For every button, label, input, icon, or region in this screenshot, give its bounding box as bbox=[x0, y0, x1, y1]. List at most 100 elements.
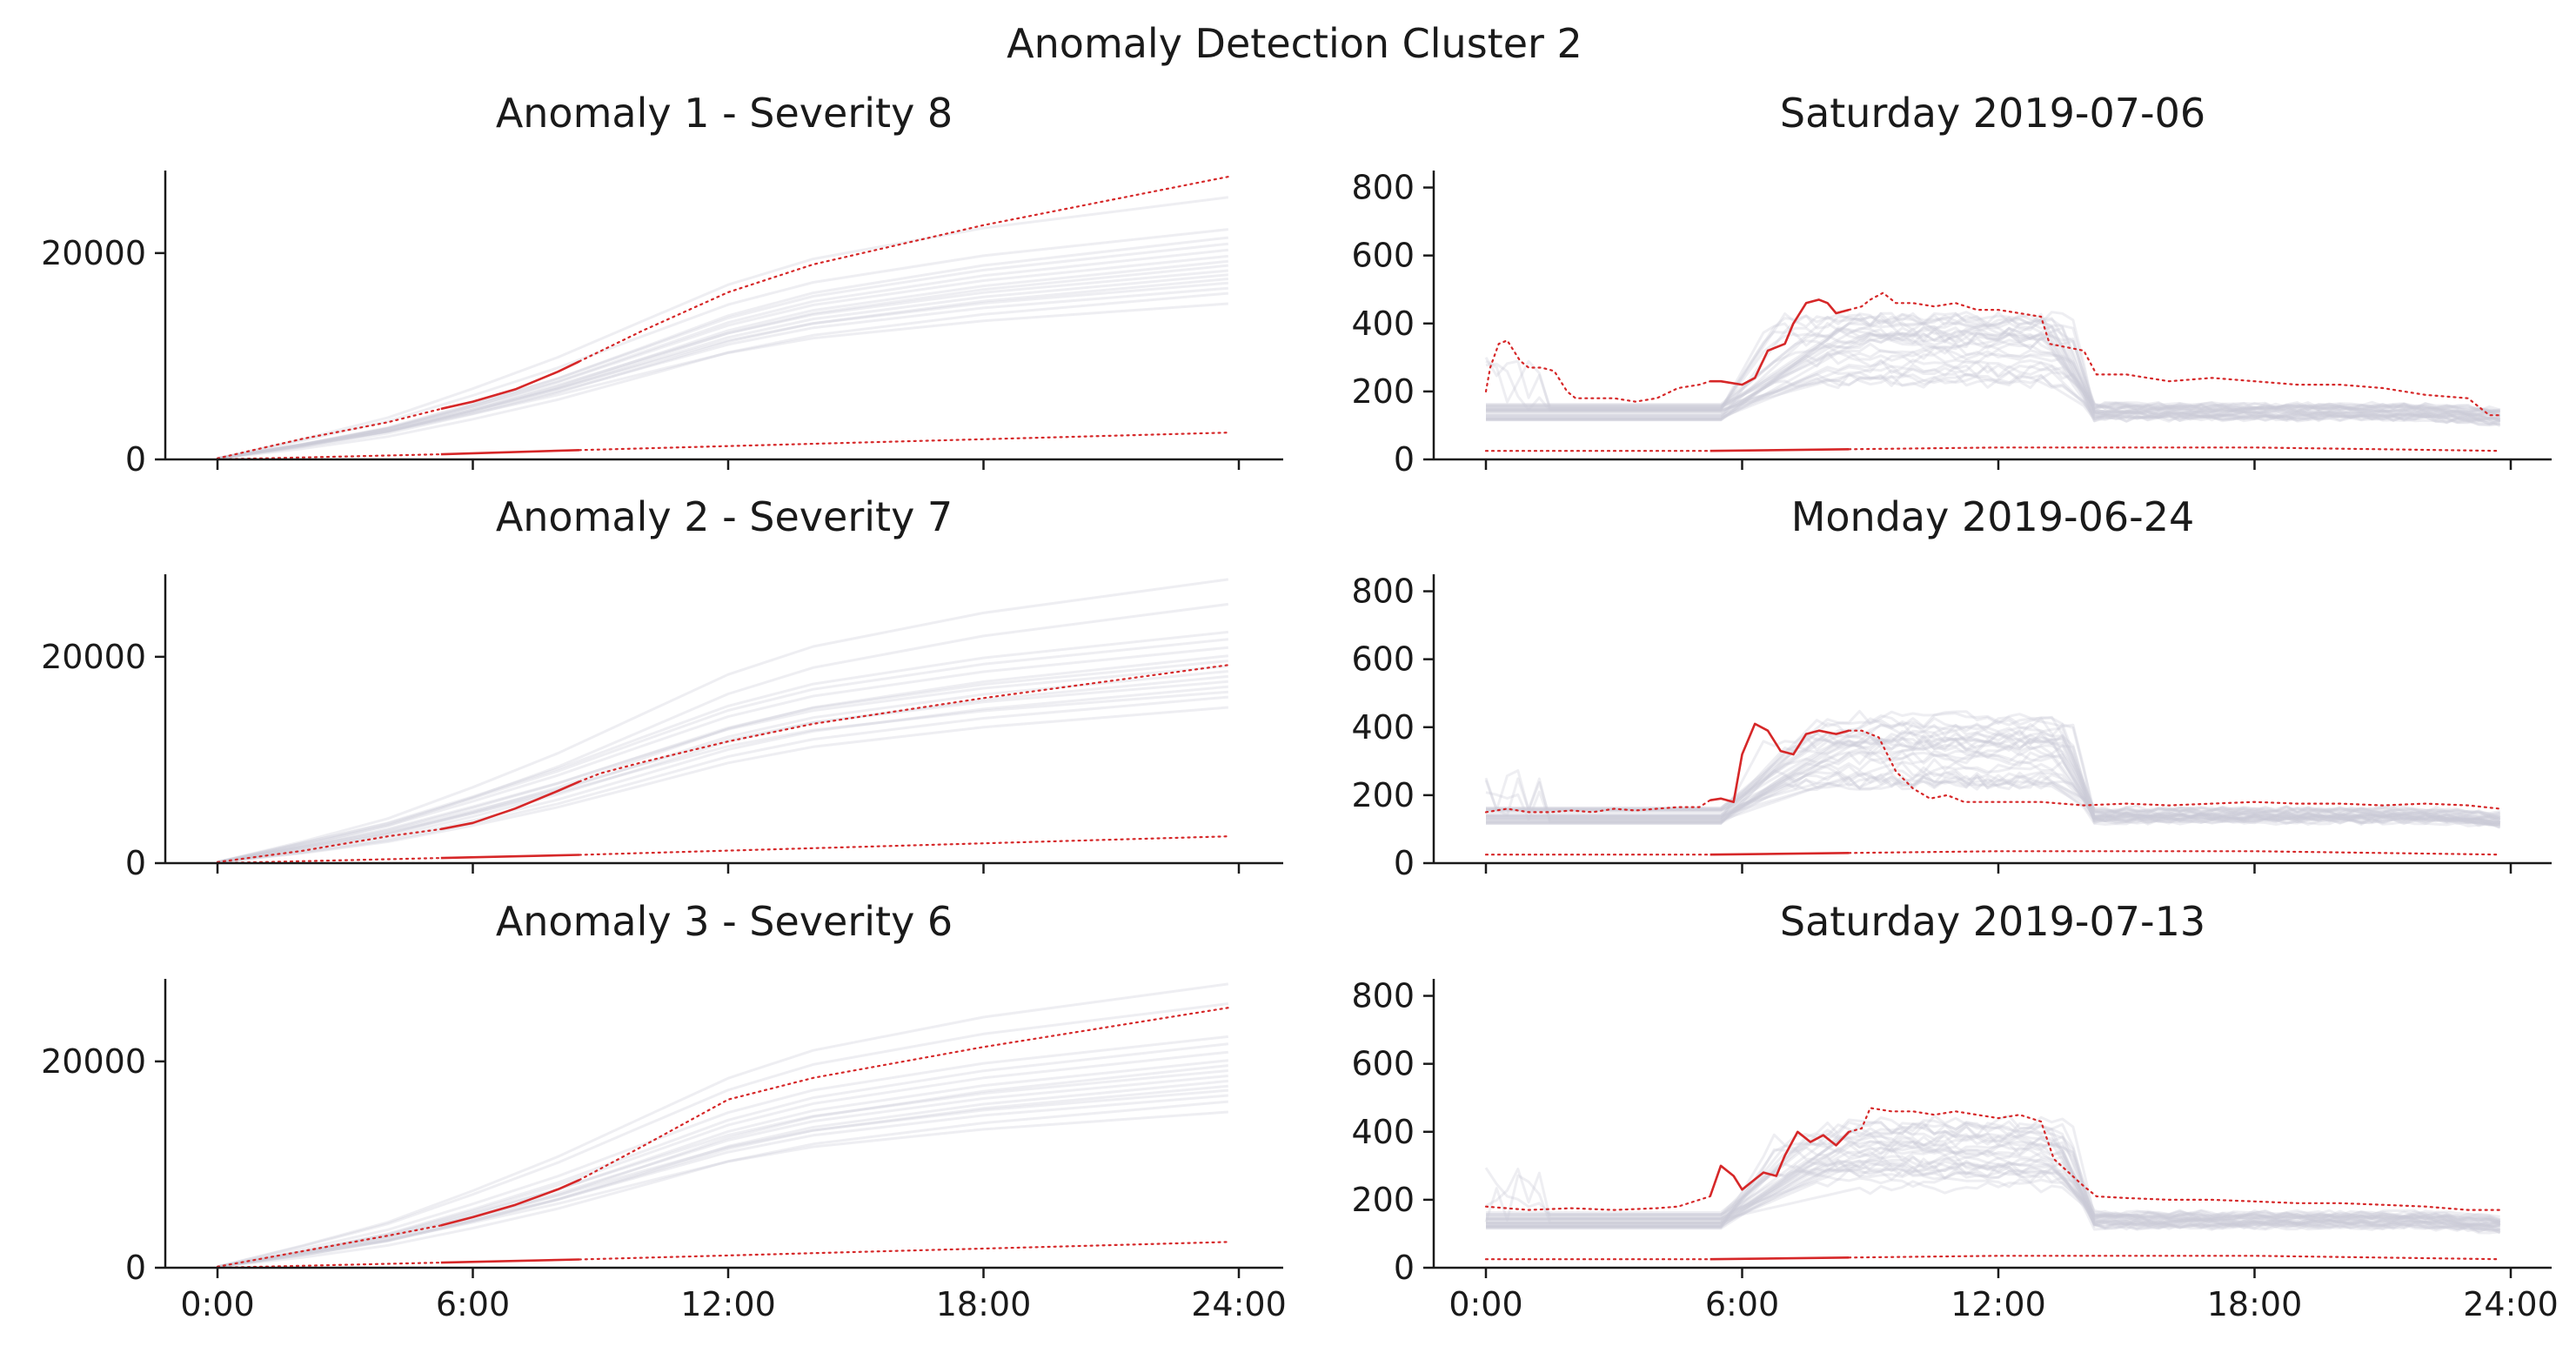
x-tick-label: 0:00 bbox=[180, 1285, 254, 1323]
background-series-line bbox=[1486, 709, 2501, 824]
background-series-line bbox=[217, 654, 1228, 864]
anomaly-lower-line-dotted-after bbox=[578, 835, 1229, 856]
background-series-line bbox=[1486, 352, 2500, 414]
background-series-line bbox=[217, 286, 1228, 460]
background-series-line bbox=[1486, 771, 2501, 824]
background-series-group bbox=[217, 982, 1229, 1269]
background-series-line bbox=[1486, 1140, 2500, 1229]
figure-suptitle: Anomaly Detection Cluster 2 bbox=[1007, 20, 1582, 67]
panel-title: Anomaly 2 - Severity 7 bbox=[496, 493, 953, 540]
y-tick-label: 20000 bbox=[41, 234, 146, 272]
anomaly-upper-line-solid bbox=[1710, 722, 1850, 803]
panel-title: Anomaly 1 - Severity 8 bbox=[496, 90, 953, 137]
background-series-line bbox=[217, 1064, 1228, 1269]
background-series-line bbox=[1486, 1142, 2500, 1228]
background-series-line bbox=[217, 670, 1228, 864]
background-series-line bbox=[1486, 1146, 2500, 1229]
background-series-line bbox=[1486, 1155, 2500, 1232]
background-series-line bbox=[1484, 1163, 2501, 1235]
background-series-line bbox=[1486, 775, 2500, 825]
y-tick-label: 800 bbox=[1351, 573, 1415, 611]
background-series-line bbox=[217, 1084, 1228, 1269]
background-series-line bbox=[1486, 1147, 2501, 1227]
background-series-line bbox=[1486, 1133, 2500, 1229]
x-tick-label: 0:00 bbox=[1449, 1285, 1522, 1323]
y-tick-label: 800 bbox=[1351, 977, 1415, 1015]
background-series-line bbox=[1486, 735, 2500, 826]
anomaly-lower-line-dotted-after bbox=[578, 1241, 1229, 1261]
y-tick-label: 400 bbox=[1351, 708, 1415, 747]
background-series-line bbox=[217, 1110, 1228, 1269]
x-tick-label: 12:00 bbox=[1950, 1285, 2046, 1323]
y-tick-label: 20000 bbox=[41, 1042, 146, 1081]
background-series-line bbox=[1484, 761, 2500, 824]
anomaly-lower-line-solid bbox=[440, 854, 579, 860]
background-series-line bbox=[217, 695, 1228, 864]
background-series-line bbox=[1486, 1118, 2500, 1235]
background-series-line bbox=[1486, 327, 2500, 422]
background-series-line bbox=[1486, 1142, 2500, 1229]
chart-panel-3: Anomaly 2 - Severity 7 0 20000 bbox=[41, 493, 1283, 882]
background-series-line bbox=[217, 1002, 1228, 1269]
background-series-line bbox=[217, 1075, 1228, 1269]
background-series-line bbox=[1485, 766, 2501, 822]
x-tick-label: 6:00 bbox=[1705, 1285, 1779, 1323]
anomaly-upper-line-dotted-after bbox=[578, 176, 1229, 363]
anomaly-upper-line-dotted-before bbox=[216, 827, 442, 863]
background-series-group bbox=[1484, 311, 2501, 427]
chart-panel-1: Anomaly 1 - Severity 8 0 20000 bbox=[41, 90, 1283, 479]
background-series-line bbox=[1486, 737, 2501, 822]
chart-panel-4: Monday 2019-06-24 0 200 400 600 800 bbox=[1351, 493, 2552, 882]
x-tick-label: 24:00 bbox=[1191, 1285, 1287, 1323]
anomaly-upper-line-dotted-before bbox=[1484, 799, 1711, 814]
anomaly-upper-line-dotted-after bbox=[1848, 729, 2501, 810]
anomaly-upper-line-solid bbox=[440, 780, 580, 831]
background-series-line bbox=[1486, 1123, 2500, 1231]
y-tick-label: 0 bbox=[1394, 440, 1415, 479]
background-series-line bbox=[1486, 315, 2501, 423]
background-series-line bbox=[1486, 358, 2500, 423]
background-series-line bbox=[1486, 329, 2501, 427]
background-series-line bbox=[217, 302, 1228, 460]
background-series-line bbox=[217, 982, 1229, 1269]
background-series-line bbox=[1486, 332, 2500, 417]
background-series-line bbox=[1486, 730, 2501, 829]
x-tick-label: 18:00 bbox=[936, 1285, 1032, 1323]
background-series-line bbox=[1486, 358, 2500, 419]
background-series-group bbox=[1484, 1114, 2501, 1235]
panel-title: Saturday 2019-07-13 bbox=[1780, 898, 2205, 945]
background-series-line bbox=[1486, 774, 2500, 818]
background-series-line bbox=[1484, 1169, 2501, 1224]
background-series-line bbox=[1486, 1180, 2501, 1227]
background-series-line bbox=[217, 685, 1228, 864]
background-series-line bbox=[1486, 372, 2501, 425]
background-series-line bbox=[1486, 776, 2501, 822]
background-series-line bbox=[1486, 1161, 2501, 1224]
anomaly-upper-line-dotted-before bbox=[216, 407, 442, 459]
anomaly-upper-line-solid bbox=[440, 1179, 580, 1227]
background-series-line bbox=[1486, 311, 2501, 421]
background-series-line bbox=[217, 646, 1228, 864]
panel-title: Monday 2019-06-24 bbox=[1791, 493, 2195, 540]
background-series-line bbox=[217, 278, 1228, 460]
background-series-line bbox=[217, 630, 1228, 864]
x-tick-label: 12:00 bbox=[680, 1285, 776, 1323]
anomaly-upper-line-solid bbox=[440, 360, 580, 411]
anomaly-lower-line-solid bbox=[1710, 448, 1850, 452]
anomaly-upper-line-dotted-after bbox=[1848, 1107, 2501, 1211]
background-series-line bbox=[217, 1059, 1228, 1269]
panel-title: Anomaly 3 - Severity 6 bbox=[496, 898, 953, 945]
anomaly-upper-line-dotted-after bbox=[578, 664, 1229, 783]
background-series-line bbox=[217, 1079, 1228, 1269]
background-series-line bbox=[1484, 345, 2501, 412]
y-tick-label: 400 bbox=[1351, 1113, 1415, 1151]
y-tick-label: 600 bbox=[1351, 237, 1415, 275]
anomaly-upper-line-dotted-before bbox=[216, 1224, 442, 1268]
background-series-line bbox=[1486, 1114, 2500, 1226]
y-tick-label: 600 bbox=[1351, 640, 1415, 679]
background-series-line bbox=[217, 690, 1228, 864]
y-tick-label: 400 bbox=[1351, 305, 1415, 343]
background-series-line bbox=[217, 281, 1228, 460]
anomaly-lower-line-solid bbox=[440, 449, 579, 456]
chart-panel-6: Saturday 2019-07-13 0 200 400 600 800 0:00 6:00… bbox=[1351, 898, 2558, 1323]
